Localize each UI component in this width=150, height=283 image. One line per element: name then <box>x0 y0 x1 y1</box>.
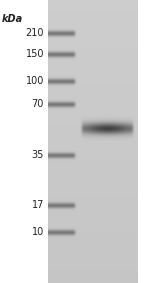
Text: 210: 210 <box>26 28 44 38</box>
Text: 17: 17 <box>32 200 44 210</box>
Text: 150: 150 <box>26 49 44 59</box>
Text: 100: 100 <box>26 76 44 86</box>
Text: 10: 10 <box>32 227 44 237</box>
Text: 35: 35 <box>32 150 44 160</box>
Text: kDa: kDa <box>2 14 23 24</box>
Text: 70: 70 <box>32 99 44 109</box>
